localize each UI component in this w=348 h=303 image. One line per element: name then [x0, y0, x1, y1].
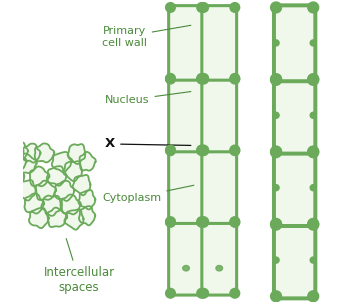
Polygon shape: [24, 194, 44, 214]
Circle shape: [310, 112, 316, 118]
FancyBboxPatch shape: [169, 149, 204, 223]
Circle shape: [310, 185, 316, 191]
Circle shape: [166, 3, 175, 12]
Circle shape: [197, 217, 206, 226]
Circle shape: [166, 145, 175, 155]
Circle shape: [199, 3, 208, 12]
Circle shape: [271, 147, 282, 158]
Polygon shape: [52, 152, 71, 172]
Circle shape: [230, 218, 240, 227]
Circle shape: [166, 217, 175, 226]
Polygon shape: [29, 208, 49, 228]
Circle shape: [166, 218, 175, 227]
Circle shape: [197, 3, 206, 12]
Circle shape: [197, 74, 206, 84]
Circle shape: [271, 75, 282, 85]
Polygon shape: [47, 166, 66, 186]
Circle shape: [166, 74, 175, 83]
Circle shape: [230, 217, 240, 226]
Circle shape: [271, 219, 282, 230]
Circle shape: [199, 288, 208, 298]
Polygon shape: [17, 154, 37, 173]
Polygon shape: [55, 181, 74, 201]
Circle shape: [271, 291, 282, 302]
Circle shape: [199, 74, 208, 84]
Circle shape: [230, 74, 240, 84]
Text: Intercellular
spaces: Intercellular spaces: [44, 238, 114, 294]
Polygon shape: [64, 209, 84, 230]
Circle shape: [199, 74, 208, 83]
Circle shape: [308, 75, 319, 85]
Ellipse shape: [183, 265, 189, 271]
Polygon shape: [12, 142, 28, 160]
Circle shape: [310, 257, 316, 263]
Circle shape: [271, 218, 282, 229]
Circle shape: [308, 218, 319, 229]
Polygon shape: [47, 208, 67, 227]
Circle shape: [273, 185, 279, 191]
Polygon shape: [73, 175, 90, 195]
FancyBboxPatch shape: [202, 149, 237, 223]
Text: Nucleus: Nucleus: [105, 92, 191, 105]
Polygon shape: [30, 166, 49, 186]
FancyBboxPatch shape: [274, 222, 315, 298]
Polygon shape: [9, 152, 26, 171]
Circle shape: [197, 218, 206, 227]
Circle shape: [308, 219, 319, 230]
Polygon shape: [62, 195, 81, 214]
Circle shape: [230, 3, 240, 12]
Circle shape: [199, 145, 208, 155]
Polygon shape: [23, 144, 40, 163]
Polygon shape: [36, 181, 56, 200]
Circle shape: [197, 74, 206, 83]
Polygon shape: [7, 166, 24, 186]
Polygon shape: [16, 180, 36, 201]
Circle shape: [166, 146, 175, 155]
FancyBboxPatch shape: [202, 221, 237, 295]
Ellipse shape: [216, 265, 223, 271]
Polygon shape: [68, 144, 85, 164]
Text: Primary
cell wall: Primary cell wall: [102, 25, 191, 48]
Polygon shape: [80, 152, 96, 171]
FancyBboxPatch shape: [274, 150, 315, 226]
FancyBboxPatch shape: [169, 221, 204, 295]
Circle shape: [308, 74, 319, 85]
FancyBboxPatch shape: [202, 77, 237, 152]
FancyBboxPatch shape: [169, 6, 204, 80]
Circle shape: [199, 218, 208, 227]
Circle shape: [199, 217, 208, 226]
FancyBboxPatch shape: [169, 77, 204, 152]
Circle shape: [271, 74, 282, 85]
Circle shape: [308, 2, 319, 13]
Circle shape: [310, 40, 316, 46]
Circle shape: [273, 257, 279, 263]
Text: X: X: [105, 138, 191, 151]
Circle shape: [271, 146, 282, 157]
Circle shape: [308, 146, 319, 157]
Circle shape: [273, 112, 279, 118]
Circle shape: [230, 145, 240, 155]
FancyBboxPatch shape: [274, 5, 315, 81]
Circle shape: [230, 146, 240, 155]
Circle shape: [199, 146, 208, 155]
Circle shape: [273, 40, 279, 46]
Circle shape: [308, 147, 319, 158]
Text: Cytoplasm: Cytoplasm: [102, 185, 194, 203]
Polygon shape: [35, 143, 54, 162]
Circle shape: [230, 74, 240, 83]
Circle shape: [230, 288, 240, 298]
Polygon shape: [63, 161, 82, 181]
Circle shape: [166, 288, 175, 298]
Circle shape: [197, 145, 206, 155]
Polygon shape: [79, 206, 95, 225]
Circle shape: [271, 2, 282, 13]
Circle shape: [308, 291, 319, 302]
Polygon shape: [41, 196, 61, 216]
FancyBboxPatch shape: [274, 78, 315, 154]
Circle shape: [166, 74, 175, 84]
Polygon shape: [79, 190, 95, 209]
Circle shape: [197, 146, 206, 155]
Circle shape: [197, 288, 206, 298]
FancyBboxPatch shape: [202, 6, 237, 80]
